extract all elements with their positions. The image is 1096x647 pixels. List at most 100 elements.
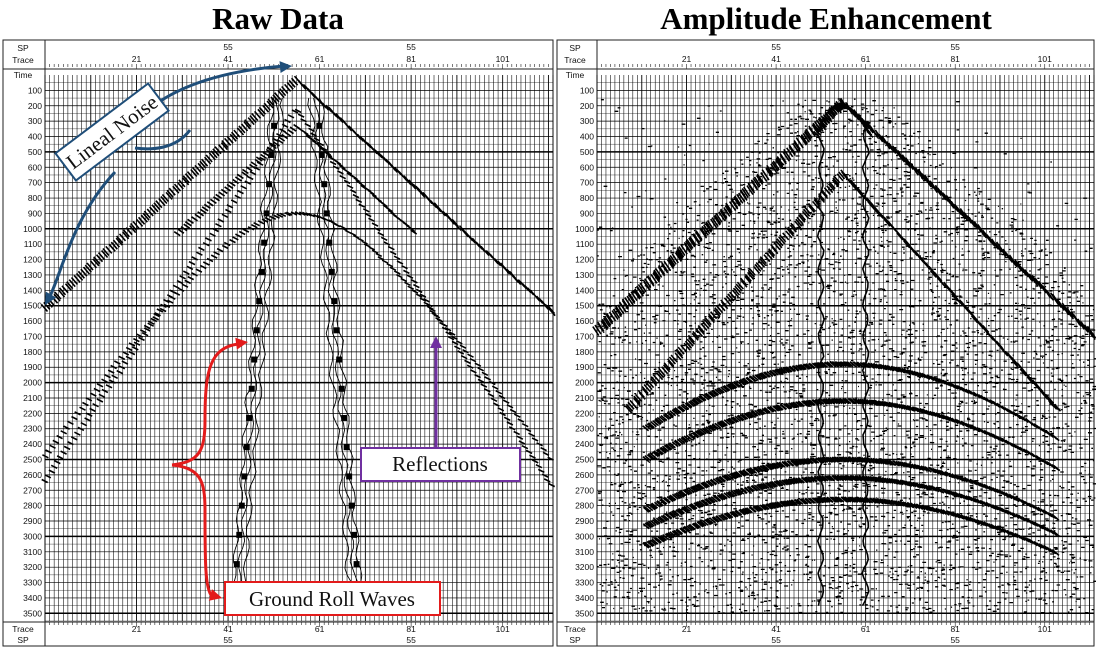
time-tick-label: 2800 <box>575 501 594 511</box>
sp-tick-label: 55 <box>771 42 781 52</box>
ground-roll-marker <box>243 444 250 451</box>
trace-tick-label: 61 <box>315 54 325 64</box>
time-tick-label: 200 <box>28 101 42 111</box>
time-tick-label: 300 <box>580 116 594 126</box>
ground-roll-marker <box>266 181 273 188</box>
ground-roll-marker <box>323 210 330 217</box>
ground-roll-marker <box>238 502 245 509</box>
ground-roll-marker <box>246 414 253 421</box>
time-tick-label: 3200 <box>23 562 42 572</box>
time-tick-label: 1500 <box>23 301 42 311</box>
trace-header-label: Trace <box>12 55 34 65</box>
sp-tick-label: 55 <box>950 635 960 645</box>
trace-header-label: Trace <box>564 55 586 65</box>
time-tick-label: 3500 <box>23 608 42 618</box>
reflection-event <box>42 211 555 461</box>
sp-tick-label: 55 <box>771 635 781 645</box>
reflection-event <box>642 474 1061 538</box>
ground-roll-trace <box>239 97 285 611</box>
time-tick-label: 500 <box>580 147 594 157</box>
ground-roll-arrow <box>171 463 214 598</box>
ground-roll-trace <box>816 120 825 606</box>
time-tick-label: 900 <box>580 208 594 218</box>
sp-tick-label: 55 <box>406 42 416 52</box>
time-tick-label: 700 <box>28 178 42 188</box>
ground-roll-arrow <box>171 342 239 467</box>
lineal-noise-arrow <box>134 129 192 151</box>
ground-roll-marker <box>271 122 278 129</box>
time-tick-label: 2600 <box>575 470 594 480</box>
ground-roll-arrowhead <box>208 589 222 601</box>
time-tick-label: 1400 <box>23 285 42 295</box>
ground-roll-marker <box>316 122 323 129</box>
linear-noise-event <box>592 97 1096 340</box>
time-tick-label: 2300 <box>575 424 594 434</box>
time-tick-label: 1200 <box>575 255 594 265</box>
trace-tick-label: 41 <box>223 54 233 64</box>
lineal-noise-arrow <box>46 170 117 301</box>
ground-roll-arrowhead <box>235 337 248 350</box>
time-tick-label: 2700 <box>575 485 594 495</box>
time-tick-label: 3300 <box>575 578 594 588</box>
time-tick-label: 2000 <box>575 378 594 388</box>
reflection-event <box>642 456 1060 521</box>
time-tick-label: 100 <box>28 85 42 95</box>
ground-roll-marker <box>263 210 270 217</box>
reflections-callout: Reflections <box>360 447 521 482</box>
reflections-arrowhead <box>430 336 442 348</box>
reflection-event <box>642 496 1060 557</box>
linear-noise-event <box>173 123 418 237</box>
ground-roll-marker <box>331 298 338 305</box>
time-tick-label: 3300 <box>23 578 42 588</box>
time-tick-label: 2500 <box>23 455 42 465</box>
ground-roll-marker <box>258 268 265 275</box>
time-tick-label: 3500 <box>575 608 594 618</box>
time-tick-label: 2400 <box>23 439 42 449</box>
time-tick-label: 1100 <box>576 239 595 249</box>
ground-roll-trace <box>307 98 353 611</box>
sp-footer-label: SP <box>569 635 581 645</box>
time-header-label: Time <box>14 70 33 80</box>
time-tick-label: 1800 <box>23 347 42 357</box>
time-tick-label: 3400 <box>23 593 42 603</box>
sp-tick-label: 55 <box>223 42 233 52</box>
ground-roll-marker <box>236 531 243 538</box>
reflections-label: Reflections <box>392 452 488 476</box>
sp-tick-label: 55 <box>406 635 416 645</box>
time-tick-label: 200 <box>580 101 594 111</box>
ground-roll-label: Ground Roll Waves <box>249 587 415 611</box>
ground-roll-marker <box>343 444 350 451</box>
trace-tick-label: 81 <box>406 54 416 64</box>
trace-tick-label: 21 <box>682 54 692 64</box>
ground-roll-marker <box>333 327 340 334</box>
time-tick-label: 2700 <box>23 485 42 495</box>
trace-footer-label: Trace <box>12 624 34 634</box>
time-tick-label: 2600 <box>23 470 42 480</box>
time-tick-label: 400 <box>580 132 594 142</box>
time-tick-label: 1900 <box>575 362 594 372</box>
time-tick-label: 400 <box>28 132 42 142</box>
time-tick-label: 1500 <box>575 301 594 311</box>
raw-data-title: Raw Data <box>212 1 344 36</box>
ground-roll-marker <box>261 239 268 246</box>
time-tick-label: 1300 <box>575 270 594 280</box>
reflection-event <box>642 397 1061 472</box>
ground-roll-trace <box>318 97 366 611</box>
sp-footer-label: SP <box>17 635 29 645</box>
ground-roll-marker <box>328 268 335 275</box>
trace-tick-label: 61 <box>861 54 871 64</box>
time-tick-label: 700 <box>580 178 594 188</box>
ground-roll-marker <box>353 561 360 568</box>
trace-tick-label: 101 <box>1038 624 1052 634</box>
time-tick-label: 1400 <box>575 285 594 295</box>
ground-roll-marker <box>256 298 263 305</box>
time-tick-label: 3100 <box>575 547 594 557</box>
ground-roll-marker <box>233 561 240 568</box>
time-tick-label: 500 <box>28 147 42 157</box>
time-tick-label: 2100 <box>575 393 594 403</box>
trace-tick-label: 81 <box>406 624 416 634</box>
time-tick-label: 3000 <box>575 531 594 541</box>
time-tick-label: 2300 <box>23 424 42 434</box>
trace-tick-label: 41 <box>771 624 781 634</box>
ground-roll-marker <box>253 327 260 334</box>
